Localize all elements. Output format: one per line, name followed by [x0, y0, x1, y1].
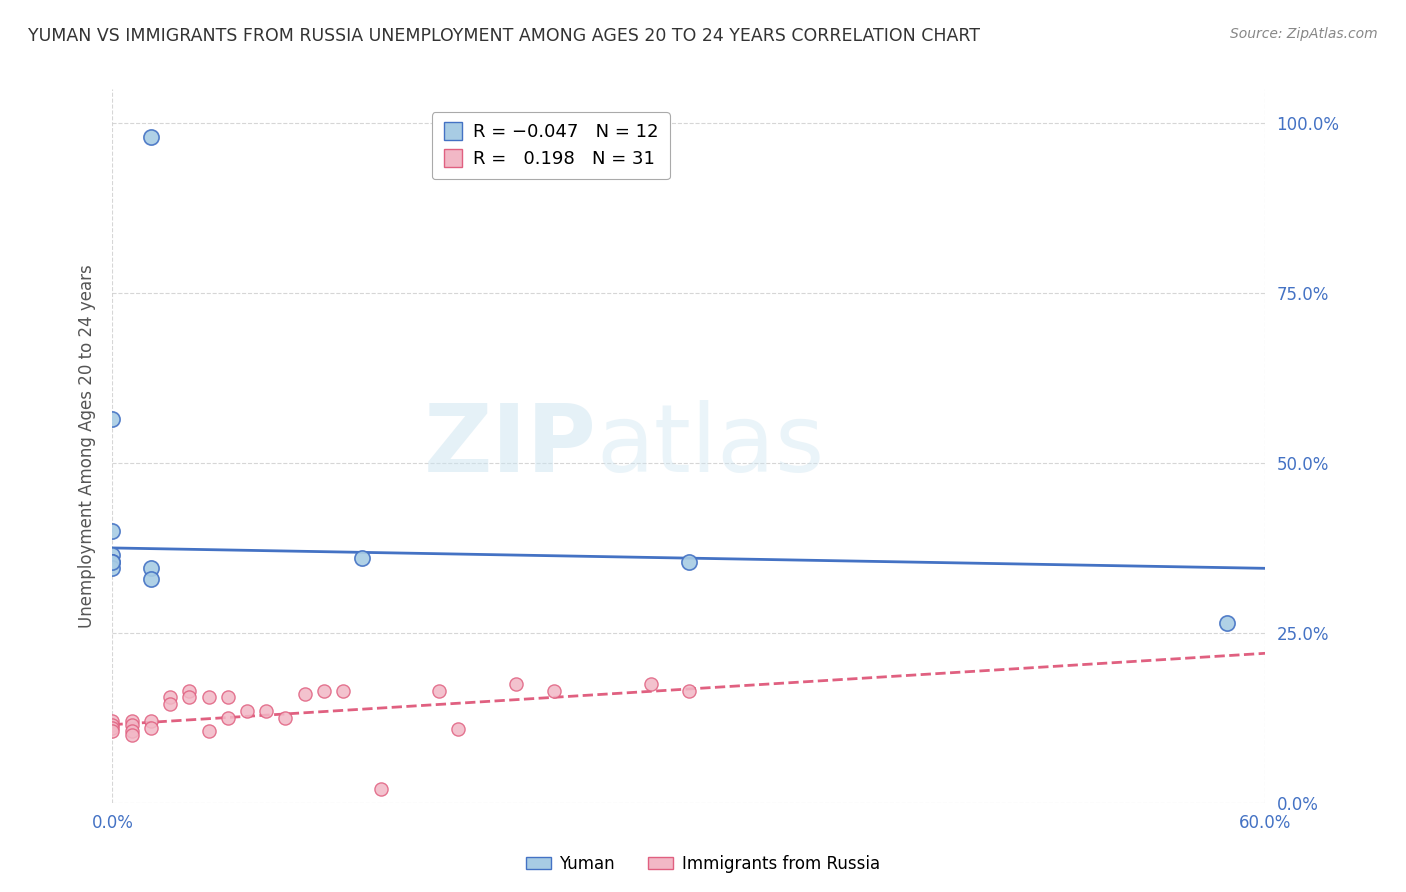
Point — [139, 714, 162, 729]
Point — [370, 782, 392, 797]
Text: ZIP: ZIP — [423, 400, 596, 492]
Point — [294, 687, 316, 701]
Point — [101, 524, 124, 538]
Point — [427, 683, 450, 698]
Point — [121, 717, 143, 731]
Point — [101, 724, 124, 739]
Point — [678, 683, 700, 698]
Point — [274, 711, 297, 725]
Text: YUMAN VS IMMIGRANTS FROM RUSSIA UNEMPLOYMENT AMONG AGES 20 TO 24 YEARS CORRELATI: YUMAN VS IMMIGRANTS FROM RUSSIA UNEMPLOY… — [28, 27, 980, 45]
Point — [101, 555, 124, 569]
Point — [101, 555, 124, 569]
Point — [139, 129, 162, 144]
Point — [179, 683, 201, 698]
Point — [543, 683, 565, 698]
Y-axis label: Unemployment Among Ages 20 to 24 years: Unemployment Among Ages 20 to 24 years — [77, 264, 96, 628]
Point — [159, 698, 181, 712]
Legend: Yuman, Immigrants from Russia: Yuman, Immigrants from Russia — [519, 848, 887, 880]
Point — [139, 721, 162, 735]
Point — [640, 677, 662, 691]
Point — [236, 704, 259, 718]
Point — [505, 677, 527, 691]
Point — [254, 704, 277, 718]
Point — [678, 555, 700, 569]
Point — [352, 551, 374, 566]
Point — [217, 690, 239, 705]
Text: atlas: atlas — [596, 400, 825, 492]
Point — [447, 723, 470, 737]
Point — [332, 683, 354, 698]
Point — [101, 548, 124, 562]
Point — [1216, 615, 1239, 630]
Point — [139, 572, 162, 586]
Point — [197, 690, 219, 705]
Point — [121, 728, 143, 742]
Point — [312, 683, 335, 698]
Point — [179, 690, 201, 705]
Point — [101, 721, 124, 735]
Point — [101, 561, 124, 575]
Point — [217, 711, 239, 725]
Point — [121, 724, 143, 739]
Point — [101, 714, 124, 729]
Point — [159, 690, 181, 705]
Point — [101, 412, 124, 426]
Legend: R = −0.047   N = 12, R =   0.198   N = 31: R = −0.047 N = 12, R = 0.198 N = 31 — [432, 112, 669, 179]
Point — [139, 561, 162, 575]
Text: Source: ZipAtlas.com: Source: ZipAtlas.com — [1230, 27, 1378, 41]
Point — [197, 724, 219, 739]
Point — [101, 717, 124, 731]
Point — [121, 714, 143, 729]
